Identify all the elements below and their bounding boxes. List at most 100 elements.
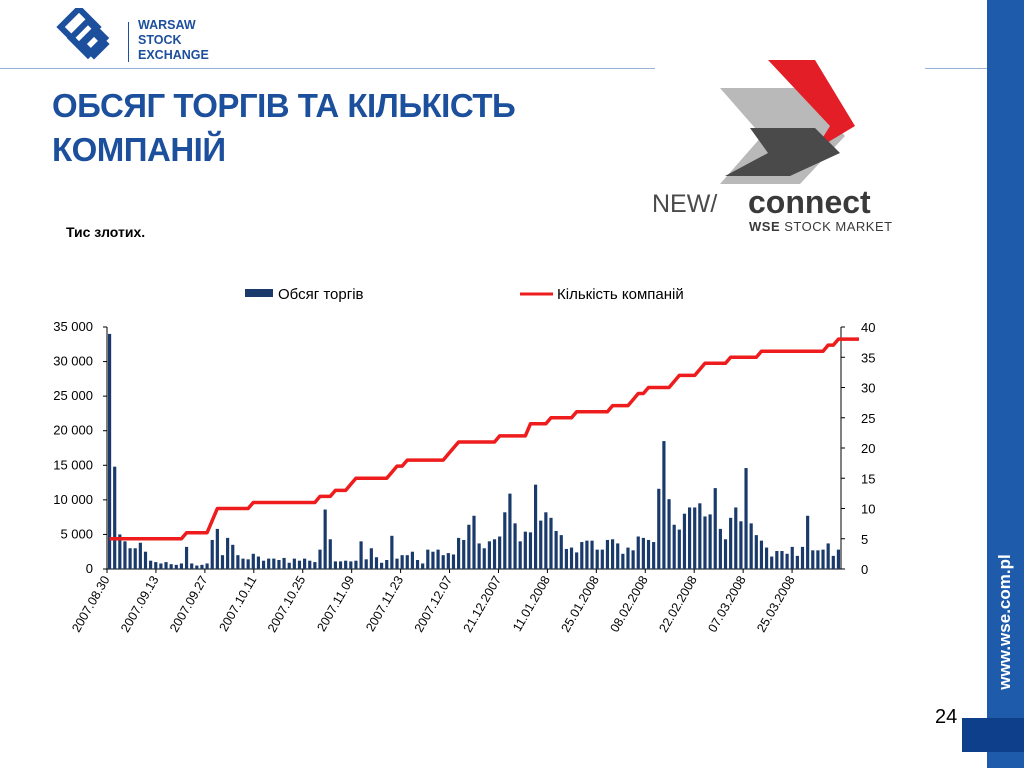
x-tick-label: 22.02.2008 [656, 573, 699, 634]
companies-line [109, 337, 859, 541]
nc-connect-text: connect [748, 184, 871, 220]
volume-bar [580, 542, 584, 569]
volume-bar [836, 549, 841, 569]
y-left-tick-label: 25 000 [53, 388, 93, 403]
x-tick-label: 2007.08.30 [69, 573, 112, 634]
volume-bar [184, 546, 189, 569]
volume-bar [569, 547, 574, 569]
volume-bar [457, 537, 461, 569]
volume-bar [487, 541, 491, 569]
logo-text-line: WARSAW [138, 18, 196, 32]
volume-bar [446, 553, 450, 569]
y-left-tick-label: 15 000 [53, 457, 93, 472]
y-left-tick-label: 35 000 [53, 319, 93, 334]
volume-bar [626, 547, 630, 569]
volume-bar [539, 520, 543, 569]
volume-bar [210, 539, 214, 569]
volume-bar [159, 563, 163, 569]
volume-bar [272, 558, 276, 569]
volume-bar [267, 558, 271, 569]
volume-bar [385, 560, 389, 569]
plot-area: 0 5 000 10 000 15 000 20 000 25 000 30 000 35 0… [53, 319, 875, 635]
y-right-tick-label: 40 [861, 320, 875, 335]
volume-bar [349, 561, 353, 569]
volume-bar [723, 539, 728, 569]
volume-bar [395, 558, 399, 569]
volume-bar [785, 553, 789, 569]
volume-bar [621, 553, 625, 569]
volume-bar [575, 552, 579, 569]
x-tick-label: 25.03.2008 [754, 573, 797, 634]
volume-bar [374, 557, 379, 569]
volume-bar [811, 550, 815, 569]
volume-bar [303, 558, 307, 569]
page-title-line: ОБСЯГ ТОРГІВ ТА КІЛЬКІСТЬ [52, 87, 516, 124]
y-left-tick-label: 10 000 [53, 492, 93, 507]
volume-bar [703, 516, 707, 569]
svg-text:WSE STOCK MARKET: WSE STOCK MARKET [749, 219, 893, 234]
y-left-tick-label: 30 000 [53, 354, 93, 369]
volume-bar [390, 535, 394, 569]
volume-bar [431, 551, 435, 569]
volume-bar [795, 555, 799, 569]
volume-bar [323, 509, 327, 569]
volume-bar [611, 539, 615, 569]
volume-bar [472, 515, 476, 569]
logo-text: WARSAW STOCK EXCHANGE [138, 18, 209, 63]
volume-bar [261, 560, 266, 569]
volume-bar [313, 562, 317, 569]
volume-bar [441, 555, 445, 569]
y-right-tick-label: 35 [861, 350, 875, 365]
volume-bar [467, 524, 471, 569]
volume-bar [831, 555, 835, 569]
volume-bar [333, 561, 337, 569]
volume-bar [369, 548, 373, 569]
volume-bar [482, 548, 486, 569]
volume-bar [687, 507, 692, 569]
legend-bar-swatch [245, 289, 273, 297]
volume-bar [729, 517, 733, 569]
x-tick-label: 2007.11.23 [363, 573, 406, 633]
volume-bar [308, 560, 312, 569]
volume-bar [492, 539, 497, 569]
volume-bar [344, 560, 348, 569]
volume-bar [790, 546, 794, 569]
header-rule [0, 68, 655, 69]
y-left-tick-label: 20 000 [53, 423, 93, 438]
volume-bar [451, 554, 456, 569]
volume-bar [410, 551, 414, 569]
volume-bar [246, 559, 250, 569]
volume-bar [667, 499, 671, 569]
volume-bar [605, 539, 610, 569]
volume-bar [518, 541, 522, 569]
volume-bar [128, 548, 132, 569]
volume-bar [149, 560, 153, 569]
volume-bar [205, 563, 209, 569]
volume-bar [318, 549, 322, 569]
x-tick-label: 2007.10.25 [265, 573, 308, 634]
volume-bar [226, 537, 230, 569]
volume-bar [154, 562, 158, 569]
volume-bar [523, 531, 527, 569]
volume-bar [780, 551, 784, 569]
page-title-line: КОМПАНІЙ [52, 131, 226, 168]
volume-bar [338, 561, 343, 569]
volume-bar [698, 503, 702, 569]
volume-bar [739, 521, 743, 569]
y-right-tick-label: 0 [861, 562, 868, 577]
volume-bar [616, 543, 620, 569]
volume-bar [508, 493, 512, 569]
legend-line-label: Кількість компаній [557, 286, 684, 303]
volume-bar [759, 540, 764, 569]
volume-bar [652, 542, 656, 569]
volume-bar [174, 564, 178, 569]
header-rule [925, 68, 987, 69]
volume-bar [775, 551, 779, 569]
volume-bar [190, 563, 194, 569]
x-tick-label: 11.01.2008 [510, 573, 553, 633]
volume-bar [513, 523, 517, 569]
volume-bar [477, 543, 481, 569]
x-tick-label: 2007.11.09 [314, 573, 357, 633]
volume-bar [554, 530, 558, 569]
volume-bar [426, 549, 430, 569]
